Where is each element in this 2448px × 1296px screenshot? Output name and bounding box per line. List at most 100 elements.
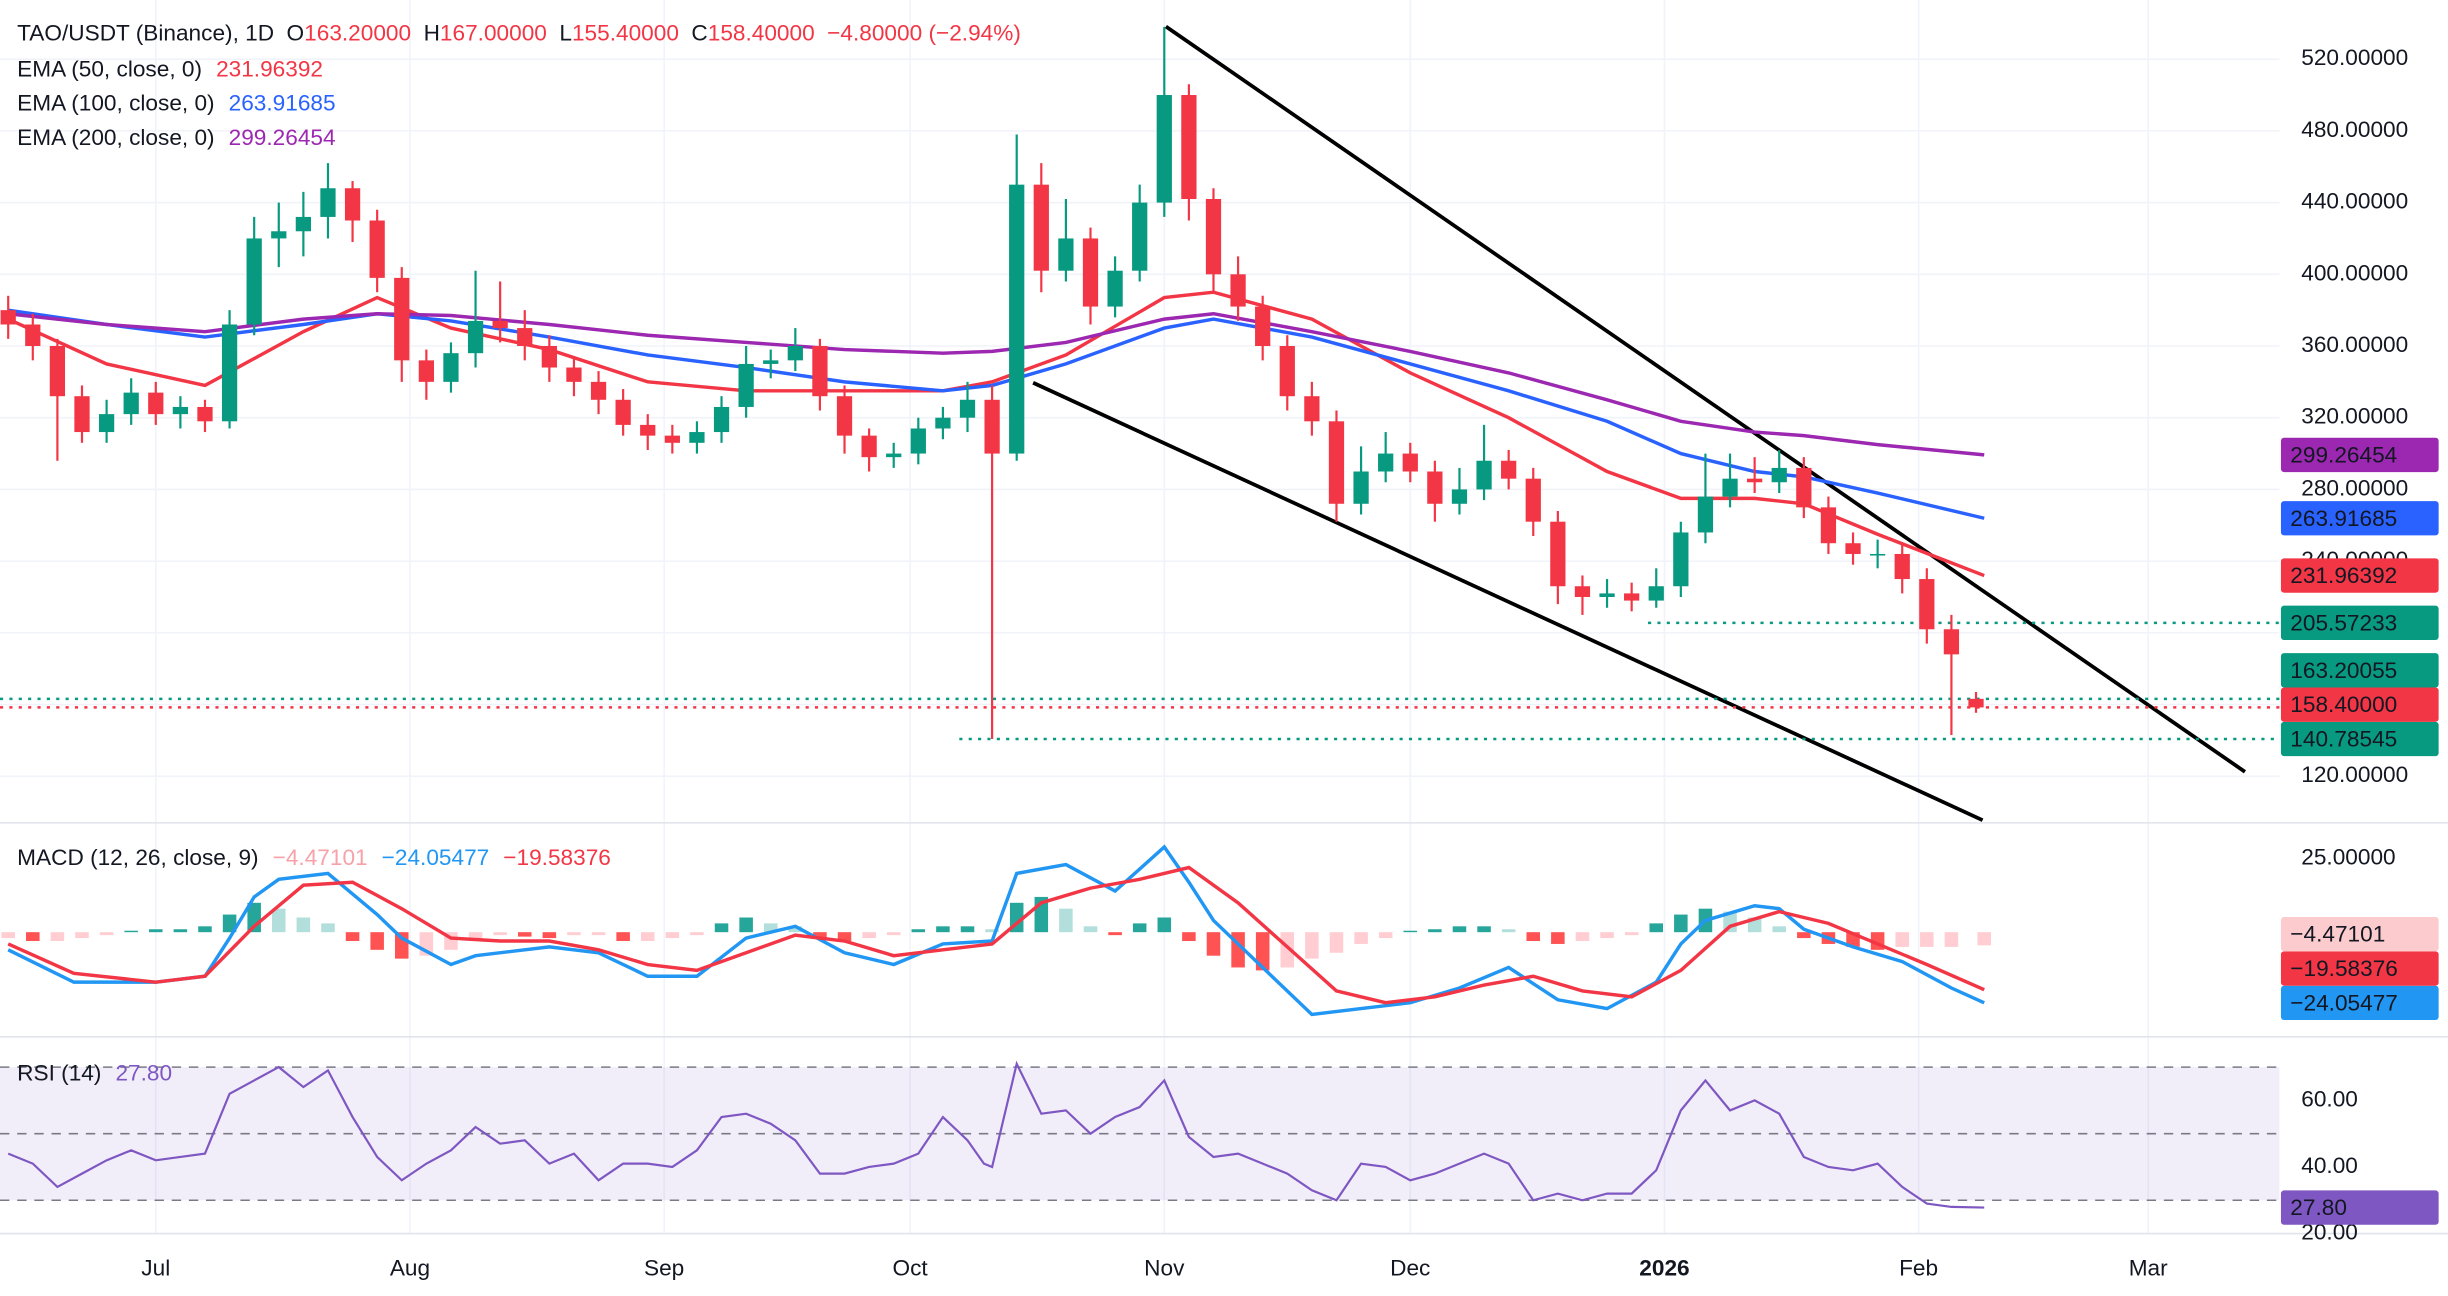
x-tick-label: Dec xyxy=(1390,1255,1430,1280)
candle-body xyxy=(1451,489,1468,504)
price-badge-label: 263.91685 xyxy=(2290,506,2397,531)
histogram-bar xyxy=(75,932,89,939)
trend-line xyxy=(1164,24,2247,774)
histogram-bar xyxy=(1977,932,1991,946)
candle-body xyxy=(320,188,336,217)
histogram-bar xyxy=(1329,932,1344,953)
candle-body xyxy=(1328,421,1345,504)
price-badge-label: 140.78545 xyxy=(2290,727,2397,752)
histogram-bar xyxy=(911,929,926,933)
price-badge-label: 27.80 xyxy=(2290,1195,2347,1220)
histogram-bar xyxy=(370,932,384,950)
candle-body xyxy=(1476,460,1492,490)
price-badge-label: −24.05477 xyxy=(2290,990,2398,1015)
candle-body xyxy=(763,360,779,364)
price-badge-label: 299.26454 xyxy=(2290,442,2397,467)
candle-body xyxy=(590,381,607,400)
ema-legend-value: 263.91685 xyxy=(229,91,336,116)
candle-body xyxy=(1279,346,1295,397)
candle-body xyxy=(1820,507,1837,544)
histogram-bar xyxy=(99,932,114,936)
histogram-bar xyxy=(1797,932,1811,939)
candle-body xyxy=(1230,274,1246,307)
candle-body xyxy=(738,363,754,407)
histogram-bar xyxy=(1526,932,1541,942)
candle-body xyxy=(467,320,484,354)
histogram-bar xyxy=(1452,926,1467,933)
candle-body xyxy=(1058,238,1074,271)
histogram-bar xyxy=(763,923,778,933)
histogram-bar xyxy=(1649,923,1664,933)
rsi-legend: RSI (14) 27.80 xyxy=(17,1060,172,1085)
candle-body xyxy=(1574,586,1591,597)
histogram-bar xyxy=(591,932,606,936)
histogram-bar xyxy=(886,932,901,936)
histogram-bar xyxy=(739,917,753,933)
candle-body xyxy=(1648,586,1664,601)
candle-body xyxy=(959,399,976,418)
price-badge xyxy=(2280,437,2439,473)
histogram-bar xyxy=(1674,914,1688,933)
candle-body xyxy=(197,406,213,422)
candle-body xyxy=(1747,478,1763,483)
histogram-bar xyxy=(124,930,138,933)
price-badge-label: 231.96392 xyxy=(2290,563,2397,588)
ema-legend-name: EMA (200, close, 0) xyxy=(17,125,214,150)
price-badge xyxy=(2280,985,2439,1021)
candle-body xyxy=(836,396,853,436)
candle-body xyxy=(394,277,410,361)
candle-body xyxy=(1968,698,1984,708)
price-badge-label: 163.20055 xyxy=(2290,658,2397,683)
histogram-bar xyxy=(690,932,704,936)
price-badge-label: 205.57233 xyxy=(2290,610,2397,635)
price-badge xyxy=(2280,687,2439,722)
candle-body xyxy=(1599,593,1615,597)
candle-body xyxy=(861,435,877,458)
rsi-line xyxy=(7,1060,1985,1209)
histogram-bar xyxy=(50,932,65,942)
ohlc-label: L xyxy=(559,20,572,45)
badge-layer: 140.78545 158.40000 163.20055 205.57233 231.… xyxy=(2280,437,2439,1225)
candle-body xyxy=(615,399,631,425)
signal-legend-value: −19.58376 xyxy=(503,845,611,870)
histogram-bar xyxy=(1255,932,1270,971)
candle-body xyxy=(1624,593,1640,601)
candle-body xyxy=(246,238,262,325)
candle-body xyxy=(886,453,902,458)
candle-body xyxy=(910,428,926,454)
histogram-legend-value: −4.47101 xyxy=(273,845,368,870)
x-tick-label: Jul xyxy=(141,1255,170,1280)
candle-body xyxy=(1673,532,1689,587)
histogram-bar xyxy=(1305,932,1319,959)
price-badge xyxy=(2280,653,2439,688)
y-tick-label: 320.00000 xyxy=(2301,404,2408,429)
price-badge xyxy=(2280,1190,2439,1225)
histogram-bar xyxy=(862,932,876,939)
candle-body xyxy=(1550,521,1566,587)
candle-body xyxy=(1943,629,1960,655)
data-layer xyxy=(0,24,2280,1209)
candle-body xyxy=(517,328,533,347)
candle-body xyxy=(935,417,951,429)
candle-body xyxy=(443,353,459,382)
ema-legend: EMA (50, close, 0) 231.96392 xyxy=(17,56,323,81)
candle-body xyxy=(148,392,164,415)
candle-body xyxy=(123,392,139,415)
price-badge xyxy=(2280,916,2439,952)
ohlc-label: H xyxy=(424,20,440,45)
ema-line xyxy=(8,312,1985,457)
macd-legend-value: −24.05477 xyxy=(382,845,490,870)
chart-title: TAO/USDT (Binance), 1D xyxy=(17,20,274,45)
histogram-bar xyxy=(321,923,335,933)
candle-body xyxy=(984,399,1000,454)
histogram-bar xyxy=(665,932,680,939)
ohlc-value: 155.40000 xyxy=(572,20,679,45)
ema-legend-name: EMA (100, close, 0) xyxy=(17,91,214,116)
x-tick-label: Mar xyxy=(2129,1255,2168,1280)
chart-header: TAO/USDT (Binance), 1D O163.20000 H167.000… xyxy=(17,20,1021,45)
x-tick-label: Nov xyxy=(1144,1255,1185,1280)
candle-body xyxy=(812,346,828,397)
ema-legend: EMA (100, close, 0) 263.91685 xyxy=(17,91,335,116)
